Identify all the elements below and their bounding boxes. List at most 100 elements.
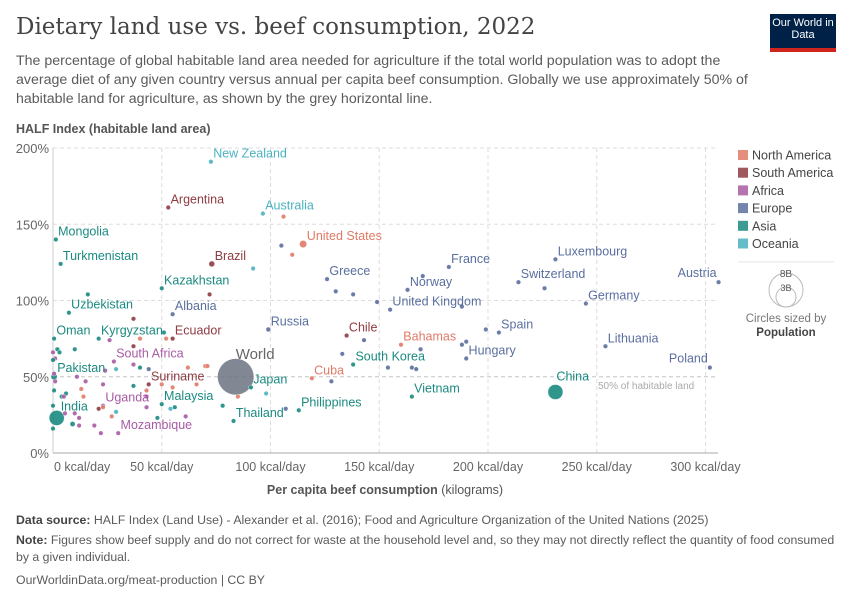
data-point	[78, 386, 84, 392]
data-point	[163, 336, 169, 342]
data-point	[51, 387, 57, 393]
point-label: France	[451, 252, 490, 266]
owid-logo[interactable]: Our World in Data	[770, 14, 836, 52]
data-point	[80, 394, 86, 400]
data-point	[339, 351, 345, 357]
data-point	[100, 404, 106, 410]
size-legend-circle-small	[775, 286, 797, 308]
data-point-india	[48, 410, 65, 426]
data-point-thailand	[231, 418, 237, 424]
point-label: Mongolia	[58, 225, 109, 239]
data-point	[235, 394, 241, 400]
source-label: Data source:	[16, 513, 91, 527]
data-point	[50, 357, 56, 363]
point-label: Poland	[669, 352, 708, 366]
note-label: Note:	[16, 533, 48, 547]
data-point-france	[446, 264, 452, 270]
data-point	[483, 326, 489, 332]
legend-swatch-oceania	[738, 238, 748, 249]
data-point	[463, 339, 469, 345]
point-label: Spain	[501, 318, 533, 332]
point-label: South Africa	[116, 347, 183, 361]
data-point-oman	[51, 336, 57, 342]
data-point	[98, 430, 104, 436]
legend-swatch-africa	[738, 185, 748, 196]
data-point-argentina	[165, 204, 171, 210]
data-point-lithuania	[602, 343, 608, 349]
point-label: Uganda	[105, 391, 149, 405]
data-point	[283, 406, 289, 412]
data-point-mozambique	[115, 430, 121, 436]
data-point-kyrgyzstan	[96, 336, 102, 342]
data-point	[278, 243, 284, 249]
data-point	[130, 343, 136, 349]
data-point-germany	[583, 301, 589, 307]
legend-swatch-asia	[738, 220, 748, 231]
chart-title: Dietary land use vs. beef consumption, 2…	[16, 14, 536, 40]
point-label: Austria	[678, 266, 717, 280]
point-label: Mozambique	[121, 418, 193, 432]
data-point-austria	[716, 279, 722, 285]
data-point	[72, 410, 78, 416]
data-point	[459, 342, 465, 348]
data-point-switzerland	[515, 279, 521, 285]
data-point	[72, 346, 78, 352]
data-point	[62, 410, 68, 416]
point-label: India	[61, 399, 88, 413]
legend-item-label: North America	[752, 149, 831, 163]
data-point	[350, 291, 356, 297]
point-label: World	[236, 346, 275, 363]
data-point	[542, 285, 548, 291]
data-point-malaysia	[159, 401, 165, 407]
data-point	[69, 421, 76, 427]
data-point	[109, 413, 115, 419]
data-point	[130, 362, 136, 368]
note-text: Figures show beef supply and do not corr…	[16, 533, 835, 564]
data-point-spain	[496, 330, 502, 336]
data-point	[328, 378, 334, 384]
data-point-suriname	[146, 381, 152, 387]
point-label: Russia	[271, 314, 309, 328]
x-tick-label: 250 kcal/day	[562, 460, 633, 474]
point-label: United Kingdom	[392, 295, 481, 309]
data-point	[183, 413, 189, 419]
point-label: China	[556, 369, 589, 383]
data-point-russia	[265, 326, 271, 333]
y-axis-label: HALF Index (habitable land area)	[16, 122, 210, 136]
data-point-mongolia	[53, 236, 59, 242]
x-tick-label: 50 kcal/day	[130, 460, 194, 474]
data-point-brazil	[208, 260, 215, 268]
data-point	[76, 415, 82, 421]
data-point	[51, 371, 57, 377]
chart-subtitle: The percentage of global habitable land …	[16, 53, 748, 107]
data-point	[250, 265, 256, 271]
data-point	[107, 337, 113, 343]
point-label: Vietnam	[414, 382, 460, 396]
source-url[interactable]: OurWorldinData.org/meat-production | CC …	[16, 573, 266, 587]
data-point	[161, 330, 167, 336]
data-point	[413, 366, 419, 372]
data-point	[409, 365, 415, 371]
data-point	[289, 252, 295, 258]
data-point-south-africa	[111, 359, 117, 365]
size-legend-caption: Circles sized by	[746, 313, 827, 325]
data-point-united-states	[299, 240, 308, 248]
data-point-hungary	[463, 355, 469, 361]
data-point	[57, 349, 63, 355]
point-label: Switzerland	[521, 267, 586, 281]
data-point	[50, 349, 56, 355]
legend-item-label: Asia	[752, 219, 776, 233]
point-label: Brazil	[215, 249, 246, 263]
data-point	[52, 378, 58, 384]
y-tick-label: 0%	[30, 446, 49, 461]
point-label: Kyrgyzstan	[101, 324, 163, 338]
data-point	[185, 365, 191, 371]
point-label: Lithuania	[608, 331, 659, 345]
data-point	[281, 214, 287, 220]
data-point	[100, 381, 106, 387]
legend-item-label: South America	[752, 166, 833, 180]
point-label: Oman	[56, 324, 90, 338]
x-tick-label: 150 kcal/day	[344, 460, 415, 474]
data-point-ecuador	[170, 336, 176, 342]
